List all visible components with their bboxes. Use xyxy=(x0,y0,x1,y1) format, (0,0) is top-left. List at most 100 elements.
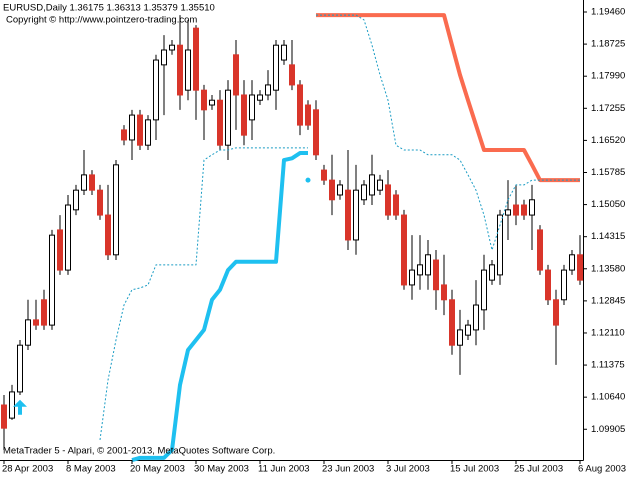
y-tick-label: 1.19460 xyxy=(591,7,625,18)
bear-candle xyxy=(321,169,327,181)
dot-marker xyxy=(305,177,311,183)
bull-candle xyxy=(337,184,343,196)
bull-candle xyxy=(113,164,119,256)
bear-candle xyxy=(233,54,239,96)
bull-candle xyxy=(9,391,15,419)
bull-candle xyxy=(561,269,567,301)
bull-candle xyxy=(17,344,23,393)
bull-candle xyxy=(417,264,423,276)
y-tick-label: 1.12110 xyxy=(591,327,625,338)
bear-candle xyxy=(1,404,7,429)
y-tick-label: 1.11375 xyxy=(591,360,625,371)
bear-candle xyxy=(297,84,303,126)
bear-candle xyxy=(121,129,127,141)
bear-candle xyxy=(137,114,143,146)
bull-candle xyxy=(81,174,87,191)
y-tick-label: 1.10640 xyxy=(591,392,625,403)
bear-candle xyxy=(401,214,407,286)
bull-candle xyxy=(369,174,375,196)
bear-candle xyxy=(441,284,447,301)
y-tick-label: 1.16520 xyxy=(591,135,625,146)
bull-candle xyxy=(209,99,215,106)
bear-candle xyxy=(433,259,439,291)
bear-candle xyxy=(89,174,95,191)
bull-candle xyxy=(481,269,487,311)
bull-candle xyxy=(465,324,471,336)
bear-candle xyxy=(521,204,527,216)
x-tick-label: 6 Aug 2003 xyxy=(578,464,626,475)
y-tick-label: 1.15050 xyxy=(591,199,625,210)
bull-candle xyxy=(569,254,575,271)
bear-candle xyxy=(553,299,559,326)
bull-candle xyxy=(473,304,479,331)
bear-candle xyxy=(193,27,199,91)
bull-candle xyxy=(145,119,151,146)
bear-candle xyxy=(177,44,183,96)
bear-candle xyxy=(217,99,223,146)
bull-candle xyxy=(353,189,359,241)
dashed-channel-line xyxy=(316,14,580,251)
x-tick-label: 8 May 2003 xyxy=(66,464,116,475)
footer: MetaTrader 5 - Alpari, © 2001-2013, Meta… xyxy=(3,446,275,457)
bull-candle xyxy=(273,44,279,91)
bull-candle xyxy=(361,184,367,201)
x-tick-label: 20 May 2003 xyxy=(130,464,185,475)
trend-line xyxy=(131,151,308,462)
bear-candle xyxy=(393,194,399,216)
y-tick-label: 1.17255 xyxy=(591,103,625,114)
bear-candle xyxy=(201,89,207,111)
y-tick-label: 1.13580 xyxy=(591,263,625,274)
bear-candle xyxy=(577,254,583,281)
bull-candle xyxy=(161,49,167,66)
bull-candle xyxy=(73,189,79,211)
trend-line xyxy=(316,13,580,183)
copyright: Copyright © http://www.pointzero-trading… xyxy=(6,15,197,26)
bull-candle xyxy=(129,114,135,141)
y-tick-label: 1.17990 xyxy=(591,71,625,82)
bull-candle xyxy=(529,199,535,216)
bear-candle xyxy=(545,269,551,301)
bear-candle xyxy=(449,299,455,346)
bear-candle xyxy=(241,94,247,136)
y-tick-label: 1.12845 xyxy=(591,295,625,306)
bear-candle xyxy=(313,109,319,156)
bear-candle xyxy=(289,64,295,86)
x-tick-label: 3 Jul 2003 xyxy=(386,464,430,475)
bull-candle xyxy=(25,319,31,346)
x-tick-label: 28 Apr 2003 xyxy=(2,464,53,475)
x-tick-label: 30 May 2003 xyxy=(194,464,249,475)
bear-candle xyxy=(513,204,519,216)
arrow-marker xyxy=(13,399,27,415)
bull-candle xyxy=(281,44,287,61)
y-tick-label: 1.18725 xyxy=(591,39,625,50)
x-tick-label: 25 Jul 2003 xyxy=(514,464,563,475)
bull-candle xyxy=(249,94,255,121)
bull-candle xyxy=(377,179,383,191)
bull-candle xyxy=(153,59,159,121)
plot-area xyxy=(1,13,583,462)
bear-candle xyxy=(345,189,351,241)
x-tick-label: 11 Jun 2003 xyxy=(258,464,310,475)
bull-candle xyxy=(169,44,175,51)
bear-candle xyxy=(97,189,103,216)
y-tick-label: 1.15785 xyxy=(591,167,625,178)
bull-candle xyxy=(257,94,263,101)
x-tick-label: 23 Jun 2003 xyxy=(322,464,374,475)
bear-candle xyxy=(57,229,63,271)
chart-title: EURUSD,Daily 1.36175 1.36313 1.35379 1.3… xyxy=(3,3,215,14)
x-tick-label: 15 Jul 2003 xyxy=(450,464,499,475)
bull-candle xyxy=(505,209,511,216)
bear-candle xyxy=(105,214,111,256)
bear-candle xyxy=(329,179,335,201)
bull-candle xyxy=(65,204,71,271)
y-tick-label: 1.09905 xyxy=(591,424,625,435)
bull-candle xyxy=(457,329,463,346)
bear-candle xyxy=(537,229,543,271)
bull-candle xyxy=(265,84,271,96)
dashed-channel-line xyxy=(99,147,308,441)
bear-candle xyxy=(385,184,391,216)
y-tick-label: 1.14315 xyxy=(591,231,625,242)
bear-candle xyxy=(41,299,47,326)
